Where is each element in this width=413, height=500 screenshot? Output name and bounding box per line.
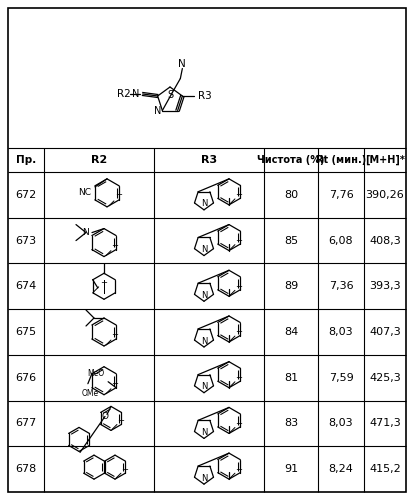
Text: 8,03: 8,03	[328, 418, 352, 428]
Text: −: −	[111, 379, 118, 388]
Text: 408,3: 408,3	[368, 236, 400, 246]
Text: N: N	[154, 106, 161, 116]
Text: R3: R3	[200, 155, 216, 165]
Text: 81: 81	[283, 372, 297, 382]
Text: −: −	[100, 278, 107, 287]
Text: 673: 673	[15, 236, 36, 246]
Text: 8,03: 8,03	[328, 327, 352, 337]
Text: −: −	[121, 464, 128, 473]
Text: 675: 675	[15, 327, 36, 337]
Text: [M+H]*: [M+H]*	[364, 155, 404, 165]
Text: N: N	[200, 474, 206, 482]
Text: −: −	[235, 282, 242, 291]
Text: 672: 672	[15, 190, 36, 200]
Text: N: N	[83, 228, 89, 237]
Text: OMe: OMe	[81, 389, 98, 398]
Text: 80: 80	[283, 190, 297, 200]
Text: R3: R3	[198, 91, 211, 101]
Text: 84: 84	[283, 327, 297, 337]
Text: S: S	[166, 90, 173, 100]
Text: −: −	[235, 373, 242, 382]
Text: N: N	[200, 382, 206, 391]
Text: 7,36: 7,36	[328, 282, 352, 292]
Text: −: −	[235, 236, 242, 245]
Text: O: O	[101, 412, 108, 421]
Text: 471,3: 471,3	[368, 418, 400, 428]
Text: −: −	[235, 190, 242, 200]
Text: −: −	[235, 464, 242, 473]
Text: R2: R2	[91, 155, 107, 165]
Text: N: N	[132, 89, 139, 99]
Text: −: −	[235, 419, 242, 428]
Text: 6,08: 6,08	[328, 236, 352, 246]
Text: 8,24: 8,24	[328, 464, 353, 474]
Text: N: N	[200, 291, 206, 300]
Text: 678: 678	[15, 464, 36, 474]
Text: Пр.: Пр.	[16, 155, 36, 165]
Text: 390,26: 390,26	[365, 190, 404, 200]
Text: R2: R2	[116, 89, 130, 99]
Text: N: N	[200, 428, 206, 437]
Text: −: −	[115, 190, 122, 200]
Text: 407,3: 407,3	[368, 327, 400, 337]
Text: −: −	[111, 241, 118, 250]
Text: −: −	[117, 416, 124, 425]
Text: N: N	[200, 200, 206, 208]
Text: N: N	[200, 336, 206, 345]
Text: NC: NC	[78, 188, 91, 198]
Text: Чистота (%): Чистота (%)	[256, 155, 324, 165]
Text: 7,76: 7,76	[328, 190, 353, 200]
Text: 676: 676	[15, 372, 36, 382]
Text: 674: 674	[15, 282, 36, 292]
Text: 425,3: 425,3	[368, 372, 400, 382]
Text: 83: 83	[283, 418, 297, 428]
Text: 393,3: 393,3	[368, 282, 400, 292]
Text: Rt (мин.): Rt (мин.)	[315, 155, 365, 165]
Text: 85: 85	[283, 236, 297, 246]
Text: MeO: MeO	[88, 369, 104, 378]
Text: −: −	[235, 328, 242, 336]
Text: 91: 91	[283, 464, 297, 474]
Text: 7,59: 7,59	[328, 372, 353, 382]
Text: 677: 677	[15, 418, 36, 428]
Text: N: N	[200, 245, 206, 254]
Text: N: N	[178, 58, 186, 68]
Text: 89: 89	[283, 282, 297, 292]
Text: 415,2: 415,2	[368, 464, 400, 474]
Text: −: −	[111, 330, 118, 340]
